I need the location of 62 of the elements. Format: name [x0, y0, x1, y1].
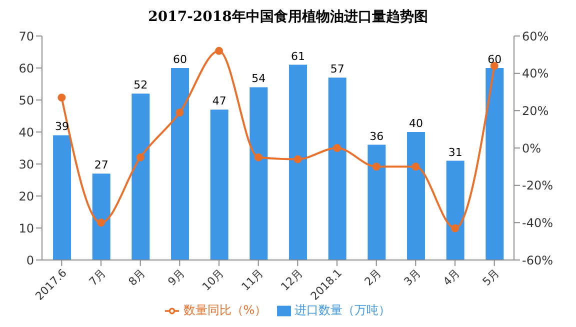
x-tick-label: 7月: [86, 266, 109, 288]
y-tick-label: 40: [18, 125, 34, 140]
point: [97, 218, 105, 227]
y-tick-label: 70: [18, 29, 34, 44]
data-label: 31: [448, 146, 462, 159]
bar: [407, 132, 425, 260]
bar: [328, 78, 346, 260]
x-tick-label: 2月: [362, 266, 384, 288]
x-tick-label: 8月: [126, 266, 148, 288]
y-tick-label: 10: [18, 221, 34, 236]
point: [372, 162, 380, 171]
chart-title: 2017-2018年中国食用植物油进口量趋势图: [147, 8, 429, 27]
y2-tick-label: 0%: [522, 141, 542, 156]
point: [412, 162, 420, 171]
point: [58, 94, 66, 102]
point: [215, 46, 223, 55]
y2-tick-label: -20%: [522, 178, 554, 193]
data-label: 40: [409, 117, 423, 130]
y-tick-label: 30: [18, 157, 34, 172]
point: [294, 155, 302, 164]
bar: [171, 68, 189, 260]
data-label: 47: [212, 94, 226, 108]
x-tick-label: 12月: [278, 266, 306, 294]
y2-tick-label: -60%: [522, 253, 554, 268]
data-label: 57: [330, 62, 344, 76]
bar: [250, 87, 268, 260]
bar: [210, 110, 228, 260]
data-label: 60: [173, 53, 187, 66]
bar: [486, 68, 504, 260]
point: [333, 144, 341, 152]
x-tick-label: 9月: [165, 266, 188, 288]
bar: [289, 64, 307, 260]
x-tick-label: 5月: [480, 266, 502, 288]
point: [176, 108, 184, 117]
bar: [368, 144, 386, 260]
y-tick-label: 50: [18, 93, 34, 108]
bar: [132, 94, 150, 260]
data-label: 54: [252, 72, 266, 86]
y2-tick-label: 40%: [522, 66, 549, 81]
data-label: 60: [488, 53, 502, 66]
data-label: 36: [370, 130, 384, 143]
y2-tick-label: 20%: [522, 104, 549, 118]
y2-tick-label: 60%: [522, 29, 549, 44]
data-label: 52: [134, 78, 148, 92]
data-label: 61: [291, 50, 305, 63]
point: [254, 153, 262, 162]
point: [451, 224, 459, 232]
y-tick-label: 20: [18, 189, 34, 204]
x-tick-label: 10月: [200, 266, 227, 294]
bar: [92, 174, 110, 260]
y-tick-label: 0: [26, 253, 34, 268]
x-tick-label: 3月: [401, 266, 424, 288]
x-tick-label: 11月: [239, 266, 266, 294]
legend-label: 数量同比（%）: [183, 303, 267, 317]
y-tick-label: 60: [18, 61, 34, 76]
y2-tick-label: -40%: [522, 216, 554, 230]
legend-label: 进口数量（万吨）: [294, 303, 391, 317]
bar: [53, 135, 71, 260]
x-tick-label: 4月: [440, 266, 463, 288]
data-label: 27: [94, 158, 108, 172]
point: [136, 153, 144, 162]
bar: [446, 160, 464, 260]
